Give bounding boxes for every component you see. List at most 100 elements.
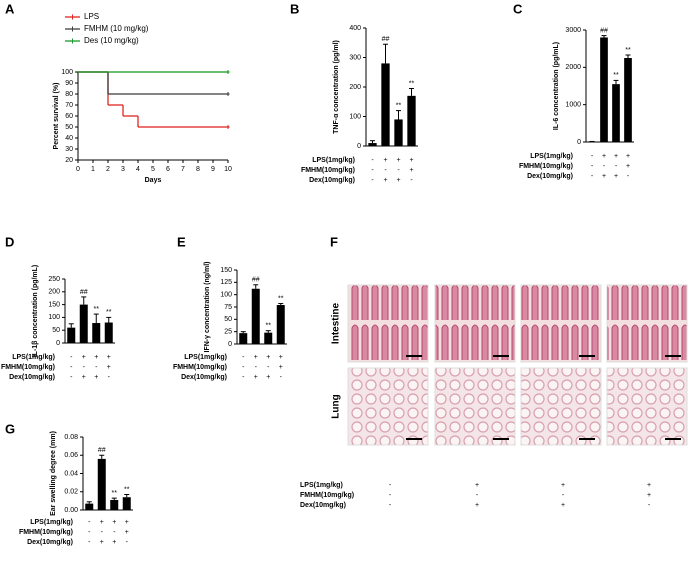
treatment-sign: + — [125, 519, 129, 526]
treatment-sign: - — [371, 177, 374, 184]
treatment-sign: - — [70, 374, 73, 381]
bar — [394, 119, 403, 146]
significance: ** — [266, 323, 272, 330]
treatment-sign: - — [83, 364, 86, 371]
x-tick-label: 10 — [224, 166, 232, 173]
row-label: Lung — [331, 394, 342, 418]
treatment-sign: + — [475, 502, 479, 509]
y-tick-label: 100 — [48, 314, 60, 321]
y-tick-label: 250 — [48, 276, 60, 283]
treatment-sign: + — [266, 374, 270, 381]
treatment-sign: - — [615, 163, 618, 170]
treatment-sign: - — [591, 173, 594, 180]
treatment-sign: - — [70, 364, 73, 371]
treatment-sign: - — [389, 482, 392, 489]
treatment-sign: + — [647, 482, 651, 489]
treatment-sign: - — [95, 364, 98, 371]
bar — [239, 333, 248, 344]
histology-panel: F Intestine Lung LPS(1mg/kg) - + + + FMHM(10mg/k… — [300, 234, 688, 509]
micrograph — [347, 367, 429, 446]
y-tick-label: 75 — [224, 304, 232, 311]
treatment-sign: - — [88, 529, 91, 536]
treatment-sign: + — [279, 364, 283, 371]
micrograph — [434, 284, 516, 363]
treatment-sign: - — [101, 529, 104, 536]
y-tick-label: 40 — [65, 135, 73, 142]
bar — [122, 497, 131, 510]
y-tick-label: 300 — [349, 54, 361, 61]
y-tick-label: 150 — [220, 267, 232, 274]
legend-label: Des (10 mg/kg) — [84, 36, 139, 45]
treatment-sign: - — [389, 502, 392, 509]
significance: ## — [600, 27, 608, 34]
treatment-label: FMHM(10mg/kg) — [300, 492, 354, 499]
treatment-sign: + — [561, 502, 565, 509]
y-axis-label: TNF-α concentration (pg/ml) — [333, 40, 340, 134]
significance: ** — [278, 295, 284, 302]
y-tick-label: 0.08 — [64, 434, 78, 441]
significance: ## — [98, 447, 106, 454]
treatment-label: FMHM(10mg/kg) — [173, 364, 227, 371]
y-tick-label: 60 — [65, 113, 73, 120]
panel-label: B — [290, 1, 299, 16]
significance: ## — [382, 36, 390, 43]
treatment-label: Dex(10mg/kg) — [300, 502, 346, 509]
treatment-sign: - — [267, 364, 270, 371]
treatment-label: Dex(10mg/kg) — [27, 539, 73, 546]
x-tick-label: 5 — [151, 166, 155, 173]
treatment-label: Dex(10mg/kg) — [9, 374, 55, 381]
treatment-sign: + — [409, 157, 413, 164]
y-tick-label: 80 — [65, 91, 73, 98]
treatment-label: Dex(10mg/kg) — [181, 374, 227, 381]
bar — [85, 503, 94, 510]
row-label: Intestine — [331, 303, 342, 345]
x-tick-label: 2 — [106, 166, 110, 173]
treatment-label: Dex(10mg/kg) — [309, 177, 355, 184]
treatment-sign: - — [476, 492, 479, 499]
bar — [612, 84, 620, 142]
treatment-sign: - — [591, 163, 594, 170]
treatment-sign: - — [397, 167, 400, 174]
y-tick-label: 0 — [56, 340, 60, 347]
bar — [368, 143, 377, 146]
x-tick-label: 1 — [91, 166, 95, 173]
significance: ** — [94, 306, 100, 313]
bar — [264, 332, 273, 344]
x-tick-label: 6 — [166, 166, 170, 173]
treatment-sign: - — [280, 374, 283, 381]
bar — [624, 58, 632, 142]
treatment-sign: - — [371, 157, 374, 164]
y-axis-label: Ear swelling degree (mm) — [50, 431, 57, 516]
significance: ## — [252, 277, 260, 284]
y-axis-label: IL-6 concentration (pg/mL) — [553, 42, 560, 130]
x-tick-label: 3 — [121, 166, 125, 173]
y-tick-label: 0 — [228, 341, 232, 348]
x-tick-label: 9 — [211, 166, 215, 173]
treatment-sign: - — [389, 492, 392, 499]
y-tick-label: 200 — [349, 84, 361, 91]
treatment-sign: + — [125, 529, 129, 536]
y-tick-label: 90 — [65, 80, 73, 87]
treatment-sign: - — [371, 167, 374, 174]
bar — [79, 304, 88, 343]
panel-label: G — [5, 421, 15, 436]
micrograph — [520, 284, 602, 363]
treatment-sign: + — [409, 167, 413, 174]
treatment-sign: + — [626, 163, 630, 170]
treatment-label: FMHM(10mg/kg) — [19, 529, 73, 536]
treatment-sign: - — [242, 364, 245, 371]
bar — [97, 458, 106, 510]
treatment-sign: + — [383, 157, 387, 164]
bar — [104, 322, 113, 343]
panel-label: E — [177, 234, 186, 249]
treatment-label: LPS(1mg/kg) — [530, 153, 573, 160]
y-tick-label: 100 — [349, 113, 361, 120]
y-tick-label: 200 — [48, 289, 60, 296]
treatment-sign: - — [384, 167, 387, 174]
treatment-sign: + — [107, 354, 111, 361]
treatment-label: LPS(1mg/kg) — [184, 354, 227, 361]
y-tick-label: 150 — [48, 301, 60, 308]
y-tick-label: 50 — [52, 327, 60, 334]
y-tick-label: 0.06 — [64, 452, 78, 459]
treatment-sign: - — [242, 374, 245, 381]
